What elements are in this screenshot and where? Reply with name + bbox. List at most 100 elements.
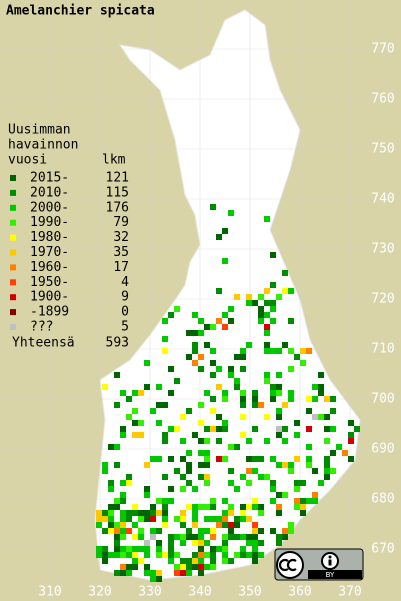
observation-square: [162, 432, 168, 438]
observation-square: [204, 390, 210, 396]
y-tick-label: 720: [371, 292, 394, 307]
observation-square: [348, 420, 354, 426]
observation-square: [270, 396, 276, 402]
observation-square: [258, 318, 264, 324]
observation-square: [270, 318, 276, 324]
observation-square: [168, 456, 174, 462]
observation-square: [198, 330, 204, 336]
observation-square: [318, 390, 324, 396]
observation-square: [186, 564, 192, 570]
x-tick-label: 310: [38, 585, 61, 600]
observation-square: [294, 504, 300, 510]
observation-square: [276, 492, 282, 498]
observation-square: [288, 522, 294, 528]
observation-square: [228, 318, 234, 324]
observation-square: [216, 438, 222, 444]
observation-square: [276, 510, 282, 516]
observation-square: [180, 486, 186, 492]
legend-swatch: [10, 279, 16, 286]
observation-square: [198, 438, 204, 444]
legend-label: ???: [30, 320, 53, 335]
observation-square: [144, 486, 150, 492]
observation-square: [228, 366, 234, 372]
observation-square: [306, 456, 312, 462]
observation-square: [138, 558, 144, 564]
observation-square: [156, 540, 162, 546]
observation-square: [210, 516, 216, 522]
observation-square: [150, 534, 156, 540]
observation-square: [336, 444, 342, 450]
observation-square: [222, 534, 228, 540]
x-tick-label: 340: [188, 585, 211, 600]
observation-square: [216, 288, 222, 294]
observation-square: [150, 408, 156, 414]
observation-square: [282, 462, 288, 468]
observation-square: [330, 396, 336, 402]
observation-square: [156, 552, 162, 558]
observation-square: [186, 468, 192, 474]
observation-square: [312, 468, 318, 474]
observation-square: [120, 546, 126, 552]
observation-square: [126, 474, 132, 480]
badge-strip: [308, 570, 362, 579]
observation-square: [264, 378, 270, 384]
observation-square: [240, 432, 246, 438]
observation-square: [162, 552, 168, 558]
observation-square: [132, 390, 138, 396]
observation-square: [186, 534, 192, 540]
legend-label: 1990-: [30, 215, 69, 230]
observation-square: [306, 408, 312, 414]
observation-square: [216, 414, 222, 420]
observation-square: [144, 540, 150, 546]
observation-square: [174, 378, 180, 384]
observation-square: [120, 552, 126, 558]
observation-square: [216, 546, 222, 552]
legend-label: 1950-: [30, 275, 69, 290]
observation-square: [252, 456, 258, 462]
observation-square: [162, 318, 168, 324]
observation-square: [240, 516, 246, 522]
observation-square: [114, 462, 120, 468]
observation-square: [264, 216, 270, 222]
observation-square: [240, 354, 246, 360]
observation-square: [246, 300, 252, 306]
observation-square: [228, 528, 234, 534]
observation-square: [276, 348, 282, 354]
observation-square: [252, 534, 258, 540]
observation-square: [180, 414, 186, 420]
observation-square: [96, 522, 102, 528]
observation-square: [162, 516, 168, 522]
legend-label: -1899: [30, 305, 69, 320]
observation-square: [264, 288, 270, 294]
legend-count-header: lkm: [102, 153, 126, 168]
observation-square: [114, 504, 120, 510]
legend-label: 1980-: [30, 230, 69, 245]
observation-square: [294, 486, 300, 492]
observation-square: [192, 534, 198, 540]
observation-square: [162, 498, 168, 504]
observation-square: [276, 504, 282, 510]
observation-square: [210, 348, 216, 354]
legend-header: Uusimman: [8, 123, 71, 138]
observation-square: [270, 348, 276, 354]
observation-square: [198, 402, 204, 408]
observation-square: [288, 366, 294, 372]
legend-count: 5: [121, 320, 129, 335]
observation-square: [300, 504, 306, 510]
title: Amelanchier spicata: [6, 4, 155, 19]
observation-square: [168, 546, 174, 552]
observation-square: [108, 516, 114, 522]
observation-square: [282, 342, 288, 348]
observation-square: [246, 534, 252, 540]
y-tick-label: 690: [371, 442, 394, 457]
observation-square: [252, 402, 258, 408]
x-tick-label: 330: [138, 585, 161, 600]
observation-square: [180, 522, 186, 528]
observation-square: [132, 552, 138, 558]
observation-square: [282, 402, 288, 408]
observation-square: [108, 444, 114, 450]
observation-square: [108, 522, 114, 528]
observation-square: [138, 390, 144, 396]
observation-square: [126, 528, 132, 534]
observation-square: [168, 534, 174, 540]
